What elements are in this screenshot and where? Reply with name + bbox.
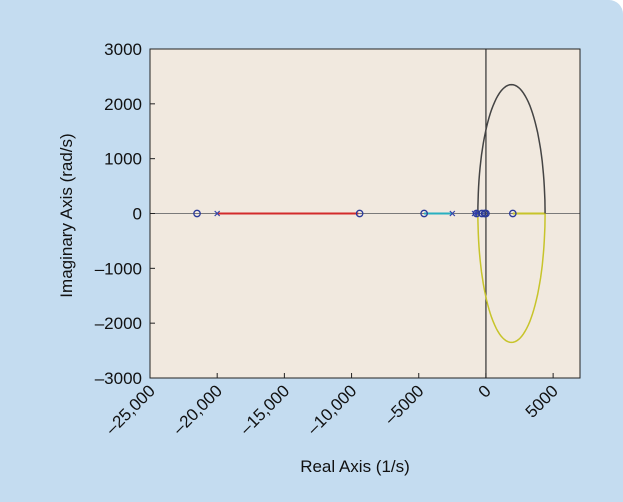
- pole-marker-0: [214, 210, 221, 217]
- y-tick-label: –1000: [95, 259, 142, 278]
- x-tick-label: –25,000: [102, 381, 159, 438]
- pole-stroke-b: [214, 210, 221, 217]
- zero-marker-6: [482, 209, 490, 218]
- y-tick-label: 0: [133, 205, 142, 224]
- y-tick-label: 3000: [104, 40, 142, 59]
- x-tick-label: –15,000: [236, 381, 293, 438]
- x-tick-label: –20,000: [169, 381, 226, 438]
- x-tick-label: 0: [475, 381, 495, 401]
- x-tick-label: 5000: [522, 381, 562, 421]
- y-tick-label: –3000: [95, 369, 142, 388]
- y-tick-label: 1000: [104, 150, 142, 169]
- x-axis-ticks: –25,000 –20,000 –15,000 –10,000 –5000 0 5000: [102, 373, 562, 438]
- y-tick-label: –2000: [95, 314, 142, 333]
- x-tick-label: –5000: [381, 381, 428, 428]
- zero-marker-7: [508, 209, 517, 218]
- y-axis-label: Imaginary Axis (rad/s): [57, 133, 76, 297]
- locus-branch-5: [477, 213, 546, 344]
- zero-marker-2: [420, 209, 428, 218]
- zero-marker-1: [355, 209, 364, 218]
- y-tick-label: 2000: [104, 95, 142, 114]
- locus-branch-4: [477, 83, 546, 214]
- plot-marks: [150, 49, 580, 378]
- zero-marker-3: [472, 209, 481, 218]
- zero-marker-0: [193, 209, 201, 218]
- zero-marker-4: [478, 209, 486, 218]
- pole-stroke-b: [449, 210, 456, 217]
- x-axis-label: Real Axis (1/s): [300, 457, 410, 476]
- x-tick-label: –10,000: [304, 381, 361, 438]
- y-axis-ticks: 3000 2000 1000 0 –1000 –2000 –3000: [95, 40, 155, 388]
- pole-marker-1: [449, 210, 456, 217]
